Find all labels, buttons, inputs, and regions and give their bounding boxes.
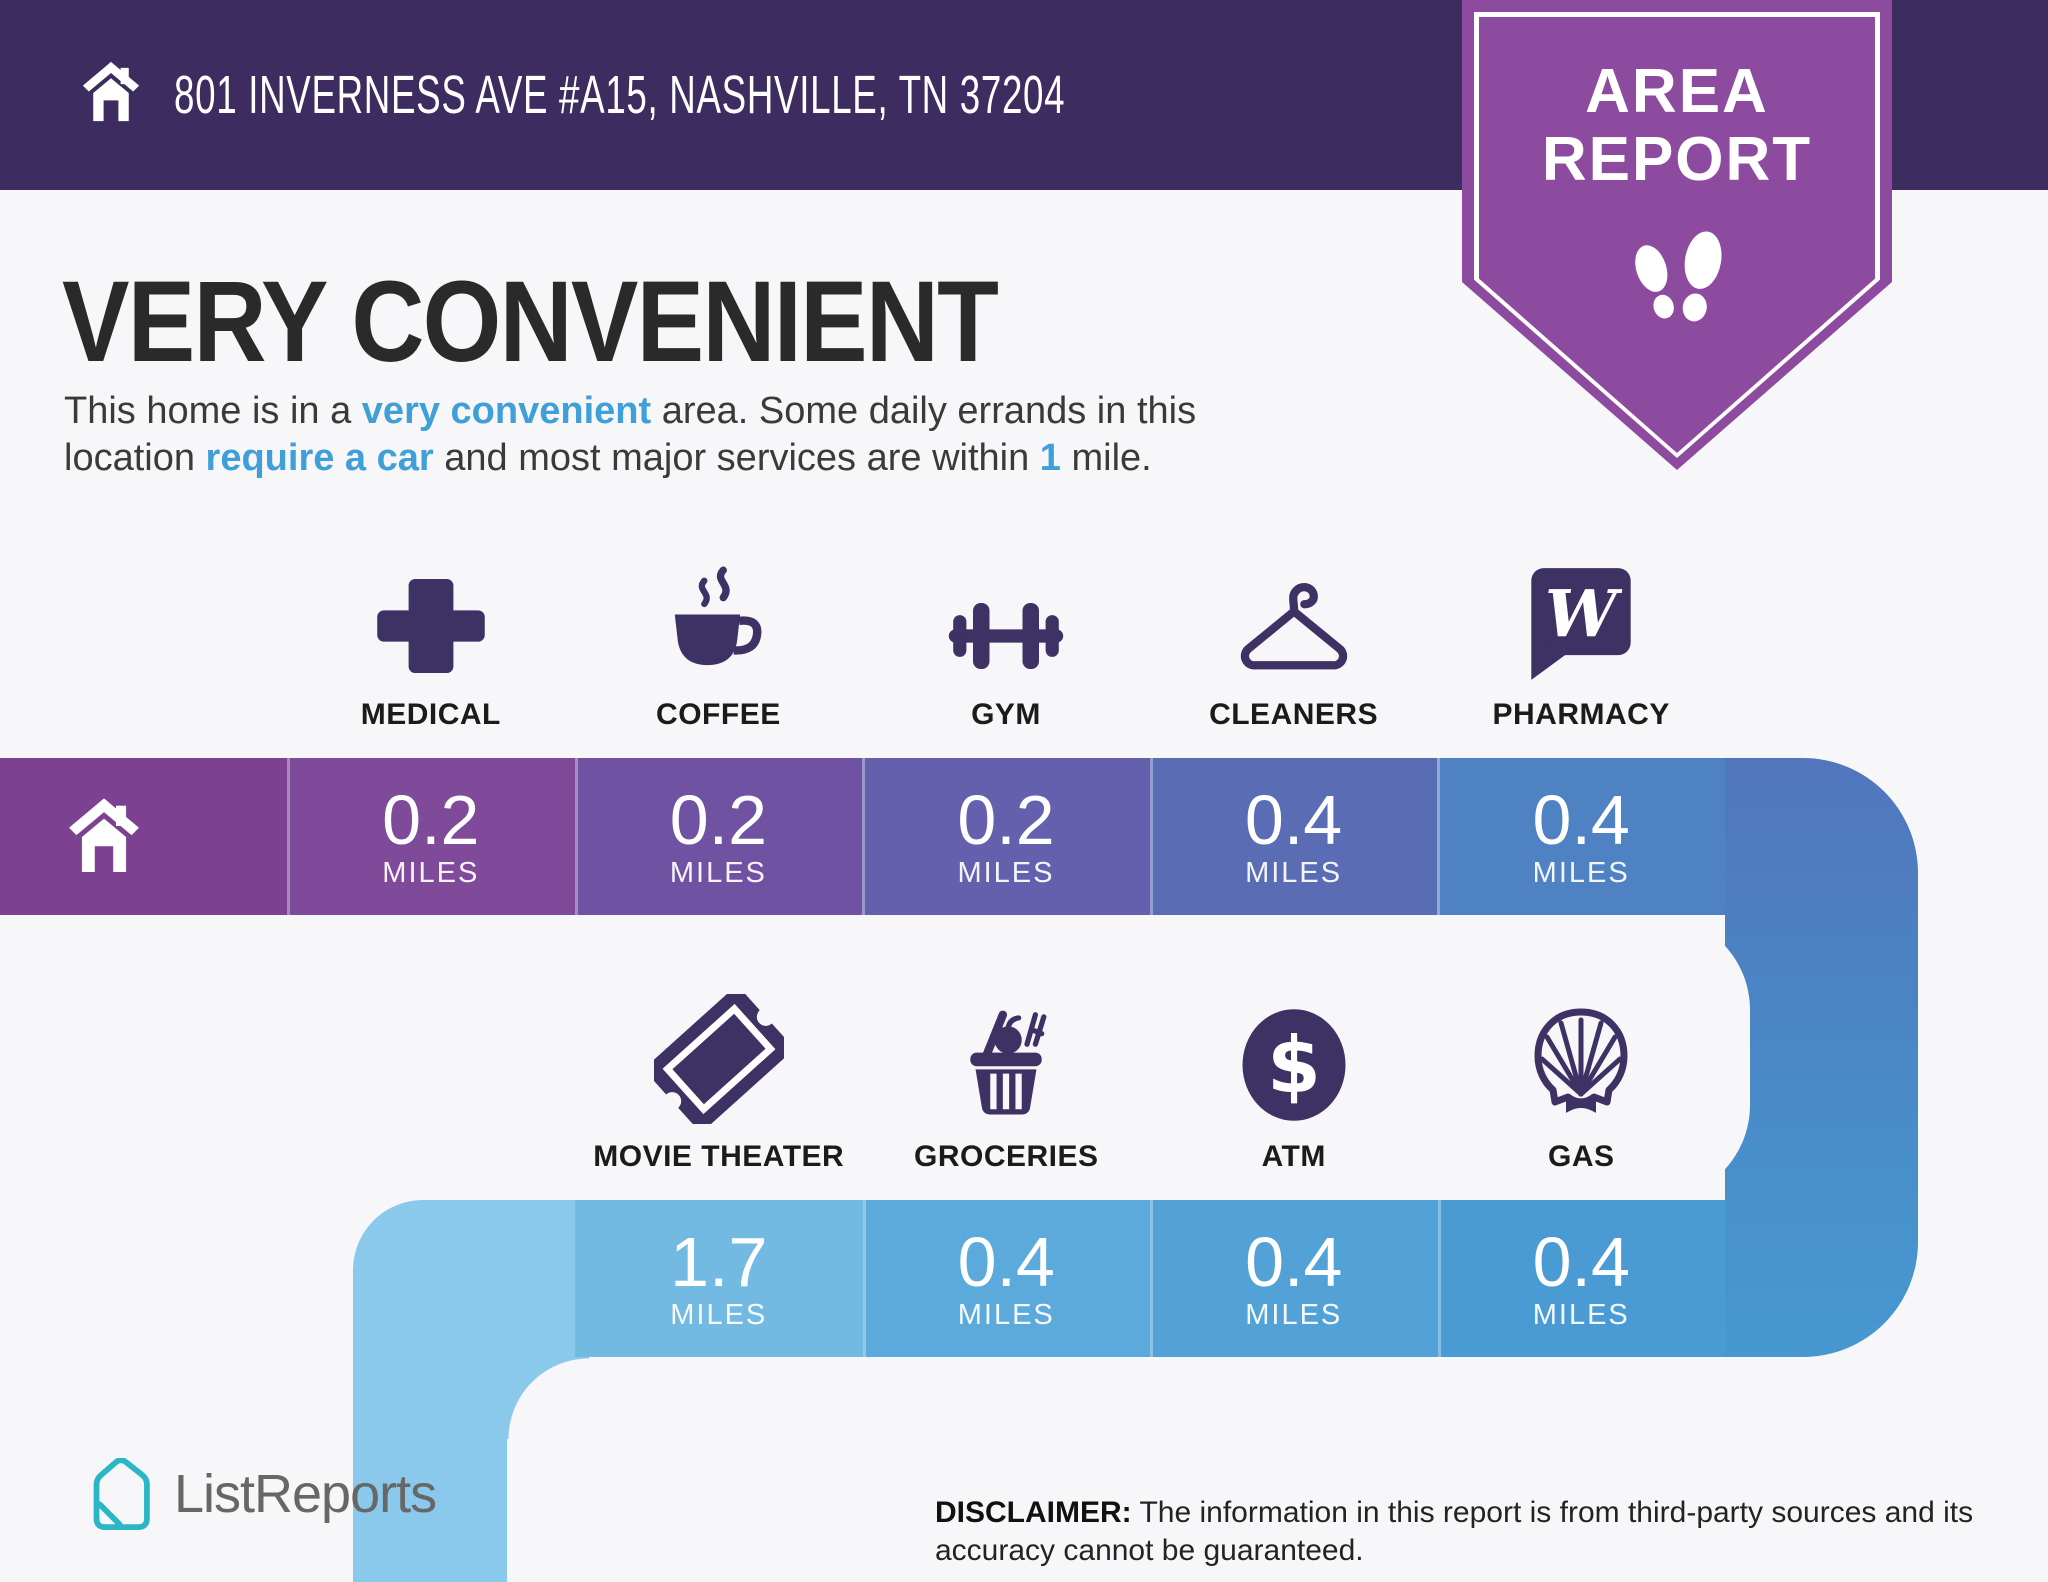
- service-label: MEDICAL: [360, 698, 501, 731]
- service-label: GROCERIES: [913, 1140, 1099, 1173]
- distance-cell: 0.4 MILES: [1437, 1200, 1725, 1357]
- distance-value: 0.4: [1245, 1222, 1343, 1301]
- distance-unit: MILES: [1532, 1298, 1630, 1331]
- services-row-1: MEDICAL COFFEE GYM CLEANERS W PHARMACY: [287, 548, 1725, 732]
- distance-unit: MILES: [1245, 856, 1343, 889]
- subtitle-text: This home is in a: [64, 390, 362, 432]
- ribbon-left-elbow: [353, 1200, 575, 1357]
- disclaimer: DISCLAIMER: The information in this repo…: [935, 1494, 2048, 1570]
- gym-icon: [948, 603, 1064, 669]
- service-item: W PHARMACY: [1437, 548, 1725, 732]
- service-label: COFFEE: [656, 698, 781, 731]
- service-item: MEDICAL: [287, 548, 575, 732]
- ribbon-right-elbow: [1725, 758, 1918, 1357]
- brand-icon: [93, 1458, 150, 1530]
- badge-title-line2: REPORT: [1541, 125, 1813, 194]
- distance-unit: MILES: [382, 856, 480, 889]
- gas-icon: [1534, 1008, 1628, 1113]
- coffee-icon: [675, 566, 762, 666]
- service-item: MOVIE THEATER: [575, 982, 863, 1174]
- distance-unit: MILES: [957, 856, 1055, 889]
- distance-unit: MILES: [669, 856, 767, 889]
- distance-cell: 0.2 MILES: [574, 758, 863, 915]
- services-row-2: MOVIE THEATER GROCERIES $ ATM GAS: [575, 982, 1725, 1174]
- svg-text:$: $: [1267, 1021, 1321, 1111]
- distance-value: 0.2: [957, 780, 1055, 859]
- badge-title-line1: AREA: [1585, 57, 1769, 126]
- distance-value: 1.7: [670, 1222, 768, 1301]
- distance-value: 0.4: [1244, 780, 1343, 859]
- page-title: VERY CONVENIENT: [62, 258, 999, 386]
- distance-unit: MILES: [1532, 856, 1630, 889]
- ribbon-strip-fillet: [507, 1357, 589, 1439]
- subtitle-text: mile.: [1060, 437, 1152, 479]
- distance-value: 0.4: [1532, 780, 1630, 859]
- service-label: ATM: [1261, 1140, 1326, 1173]
- service-label: PHARMACY: [1492, 698, 1670, 731]
- ribbon-inner-notch: [0, 915, 1750, 1200]
- medical-icon: [377, 578, 485, 674]
- distance-band-2: 1.7 MILES 0.4 MILES 0.4 MILES 0.4 MILES: [575, 1200, 1725, 1357]
- subtitle-text: and most major services are within: [433, 437, 1040, 479]
- distance-unit: MILES: [1245, 1298, 1343, 1331]
- distance-value: 0.4: [957, 1222, 1055, 1301]
- distance-cell: 1.7 MILES: [575, 1200, 863, 1357]
- subtitle-highlight: 1: [1039, 437, 1061, 479]
- service-item: $ ATM: [1150, 982, 1438, 1174]
- distance-band-1: 0.2 MILES 0.2 MILES 0.2 MILES 0.4 MILES 0.4 MILES: [0, 758, 1725, 915]
- distance-cell: 0.2 MILES: [287, 758, 575, 915]
- subtitle-highlight: require a car: [205, 437, 434, 479]
- subtitle-line: location require a car and most major se…: [64, 435, 1196, 482]
- service-label: GYM: [971, 698, 1041, 731]
- distance-cell: 0.4 MILES: [1150, 1200, 1438, 1357]
- service-label: CLEANERS: [1209, 698, 1379, 731]
- distance-unit: MILES: [957, 1298, 1055, 1331]
- ribbon-down-strip: [353, 1357, 507, 1582]
- service-item: COFFEE: [575, 548, 863, 732]
- service-label: GAS: [1547, 1140, 1615, 1173]
- subtitle-line: This home is in a very convenient area. …: [64, 388, 1196, 435]
- distance-cell: 0.4 MILES: [1437, 758, 1725, 915]
- home-cell: [0, 758, 287, 915]
- subtitle-highlight: very convenient: [361, 390, 652, 432]
- listreports-logo: ListReports: [86, 1458, 437, 1530]
- footprints-icon: [1462, 220, 1892, 355]
- header-home-icon: [74, 56, 148, 135]
- badge-content: AREA REPORT: [1462, 0, 1892, 470]
- service-item: GYM: [862, 548, 1150, 732]
- distance-unit: MILES: [670, 1298, 768, 1331]
- cleaners-icon: [1240, 583, 1347, 670]
- home-icon: [69, 797, 139, 872]
- subtitle: This home is in a very convenient area. …: [64, 388, 1196, 482]
- distance-value: 0.2: [382, 780, 480, 859]
- service-item: GAS: [1438, 982, 1726, 1174]
- movie-theater-icon: [653, 994, 784, 1124]
- brand-name: ListReports: [174, 1464, 437, 1524]
- pharmacy-icon: W: [1531, 568, 1631, 680]
- disclaimer-line1: The information in this report is from t…: [1139, 1496, 1974, 1529]
- disclaimer-line2: accuracy cannot be guaranteed.: [935, 1534, 1364, 1567]
- subtitle-text: area. Some daily errands in this: [651, 390, 1197, 432]
- distance-cell: 0.2 MILES: [862, 758, 1150, 915]
- subtitle-text: location: [64, 437, 206, 479]
- atm-icon: $: [1242, 1009, 1346, 1121]
- area-report-badge: AREA REPORT: [1462, 0, 1892, 470]
- distance-value: 0.4: [1532, 1222, 1630, 1301]
- distance-cell: 0.4 MILES: [1149, 758, 1438, 915]
- distance-value: 0.2: [669, 780, 768, 859]
- service-item: CLEANERS: [1150, 548, 1438, 732]
- distance-cell: 0.4 MILES: [862, 1200, 1150, 1357]
- disclaimer-label: DISCLAIMER:: [935, 1496, 1132, 1529]
- service-label: MOVIE THEATER: [593, 1140, 845, 1173]
- svg-text:W: W: [1545, 577, 1623, 652]
- service-item: GROCERIES: [863, 982, 1151, 1174]
- property-address: 801 INVERNESS AVE #A15, NASHVILLE, TN 37…: [174, 65, 1066, 125]
- groceries-icon: [970, 1010, 1047, 1115]
